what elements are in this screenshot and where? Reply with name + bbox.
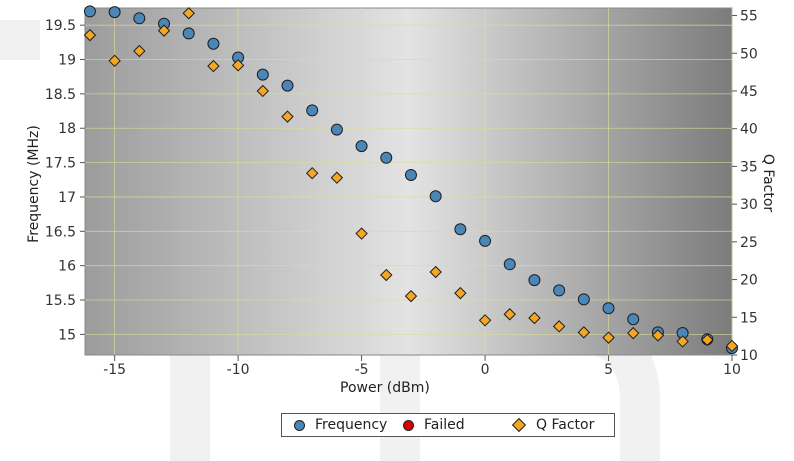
frequency-point[interactable] [553,284,566,297]
y-left-tick-label: 15.5 [45,293,76,309]
frequency-point[interactable] [380,151,393,164]
y-left-tick-label: 16 [58,259,76,275]
q-factor-point[interactable] [305,166,319,180]
x-tick-label: -5 [355,362,369,378]
x-axis-ticks: -15 -10 -5 0 5 10 [103,355,741,378]
frequency-point[interactable] [306,104,319,117]
q-factor-point[interactable] [231,59,245,72]
frequency-point[interactable] [577,293,590,306]
y-left-tick-label: 16.5 [45,224,76,240]
frequency-point[interactable] [281,79,294,92]
x-tick-label: 0 [481,362,490,378]
q-factor-point[interactable] [182,7,195,20]
legend-label-failed: Failed [424,417,465,433]
frequency-point[interactable] [330,123,343,136]
x-tick-label: -10 [227,362,250,378]
legend-marker-q-factor [511,417,527,433]
y-right-tick-label: 15 [740,310,758,326]
legend: Frequency Failed Q Factor [281,413,615,437]
frequency-point[interactable] [182,27,195,40]
y-left-tick-label: 19 [58,53,76,69]
y-left-tick-label: 15 [58,327,76,343]
y-left-tick-label: 18 [58,121,76,137]
x-tick-label: -15 [103,362,126,378]
legend-item-frequency[interactable]: Frequency [294,417,387,433]
q-factor-point[interactable] [552,320,566,333]
q-factor-point[interactable] [355,227,368,240]
q-factor-point[interactable] [108,54,121,68]
x-tick-label: 10 [723,362,741,378]
frequency-point[interactable] [627,313,640,326]
frequency-point[interactable] [133,12,146,25]
q-factor-point[interactable] [503,308,516,321]
q-factor-point[interactable] [627,326,640,340]
legend-label-frequency: Frequency [315,417,388,433]
legend-item-failed[interactable]: Failed [403,417,465,433]
q-factor-point[interactable] [133,44,146,58]
q-factor-point[interactable] [725,339,739,353]
legend-marker-failed [403,419,414,431]
y-right-tick-label: 10 [740,348,758,364]
y-right-tick-label: 25 [740,235,758,251]
y-right-axis-ticks: 10 15 20 25 30 35 40 45 50 55 [732,9,758,364]
y-left-axis-label: Frequency (MHz) [26,125,42,243]
q-factor-point[interactable] [380,268,393,282]
y-left-tick-label: 17 [58,190,76,206]
q-factor-point[interactable] [528,311,541,325]
frequency-point[interactable] [429,190,442,203]
frequency-point[interactable] [503,258,516,271]
frequency-point[interactable] [355,140,368,153]
frequency-point[interactable] [528,274,541,287]
frequency-point[interactable] [108,6,121,19]
y-right-tick-label: 40 [740,122,758,138]
x-axis-label: Power (dBm) [340,380,430,396]
y-right-tick-label: 20 [740,273,758,289]
frequency-point[interactable] [454,223,467,236]
legend-label-q-factor: Q Factor [536,417,595,433]
y-left-tick-label: 18.5 [45,87,76,103]
q-factor-point[interactable] [478,314,492,327]
legend-item-q-factor[interactable]: Q Factor [511,417,595,433]
x-tick-label: 5 [604,362,613,378]
grid-lines [85,8,733,355]
frequency-point[interactable] [207,37,220,50]
frequency-point[interactable] [83,5,96,18]
q-factor-point[interactable] [651,329,665,342]
plot-area [84,7,733,356]
q-factor-point[interactable] [454,286,467,300]
q-factor-point[interactable] [676,335,689,348]
frequency-point[interactable] [479,234,492,247]
y-right-tick-label: 50 [740,46,758,62]
y-left-tick-label: 19.5 [45,18,76,34]
q-factor-point[interactable] [577,326,591,339]
q-factor-point[interactable] [281,110,294,123]
y-right-tick-label: 55 [740,9,758,25]
y-left-axis-ticks: 15 15.5 16 16.5 17 17.5 18 18.5 19 19.5 [45,18,85,343]
q-factor-point[interactable] [157,24,171,37]
q-factor-point[interactable] [429,265,442,279]
legend-marker-frequency [294,419,305,431]
q-factor-point[interactable] [256,84,270,98]
frequency-point[interactable] [602,302,615,315]
data-marks [83,5,739,355]
q-factor-point[interactable] [404,289,418,303]
q-factor-point[interactable] [701,333,714,347]
q-factor-point[interactable] [330,171,344,184]
q-factor-point[interactable] [207,59,220,73]
frequency-point[interactable] [256,68,269,81]
y-right-tick-label: 45 [740,84,758,100]
y-left-tick-label: 17.5 [45,156,76,172]
y-right-tick-label: 35 [740,159,758,175]
y-right-axis-label: Q Factor [760,154,776,213]
y-right-tick-label: 30 [740,197,758,213]
q-factor-point[interactable] [602,331,615,344]
frequency-point[interactable] [404,168,417,181]
q-factor-point[interactable] [83,28,97,42]
